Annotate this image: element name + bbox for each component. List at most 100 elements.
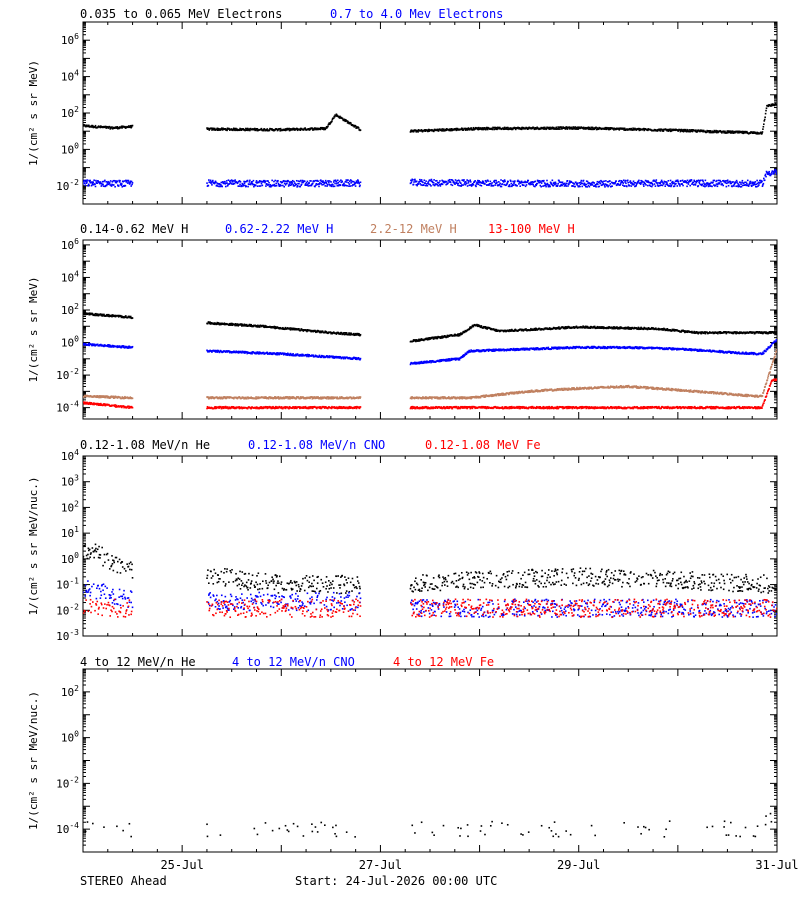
data-point bbox=[607, 180, 610, 183]
data-point bbox=[656, 184, 659, 186]
data-point bbox=[355, 356, 357, 359]
data-point bbox=[770, 105, 772, 107]
data-point bbox=[489, 182, 491, 185]
data-point bbox=[441, 128, 443, 130]
data-point bbox=[716, 331, 719, 334]
data-point bbox=[485, 126, 488, 129]
data-point bbox=[91, 181, 93, 183]
data-point bbox=[476, 127, 479, 129]
data-point bbox=[737, 130, 740, 133]
data-point bbox=[576, 128, 579, 130]
data-point bbox=[469, 327, 472, 330]
data-point bbox=[630, 328, 633, 330]
data-point bbox=[288, 354, 291, 357]
data-point bbox=[745, 184, 748, 187]
data-point bbox=[679, 185, 681, 187]
data-point bbox=[717, 179, 720, 182]
data-point bbox=[415, 340, 418, 342]
data-point bbox=[267, 180, 269, 182]
data-point bbox=[719, 331, 722, 333]
data-point bbox=[484, 349, 486, 351]
data-point bbox=[701, 184, 703, 187]
data-point bbox=[304, 184, 306, 186]
data-point bbox=[551, 179, 554, 182]
data-point bbox=[246, 351, 249, 353]
data-point bbox=[260, 180, 262, 183]
data-point bbox=[565, 185, 567, 187]
data-point bbox=[769, 174, 772, 177]
data-point bbox=[291, 182, 294, 184]
data-point bbox=[302, 353, 304, 356]
data-point bbox=[662, 181, 664, 184]
data-point bbox=[105, 180, 107, 183]
data-point bbox=[740, 130, 743, 133]
data-point bbox=[96, 314, 99, 316]
data-point bbox=[117, 314, 120, 317]
data-point bbox=[349, 333, 352, 336]
data-point bbox=[409, 182, 412, 185]
data-point bbox=[129, 183, 131, 185]
data-point bbox=[256, 351, 259, 353]
data-point bbox=[631, 129, 634, 131]
data-point bbox=[536, 179, 539, 182]
data-point bbox=[207, 322, 209, 325]
data-point bbox=[696, 180, 699, 182]
data-point bbox=[471, 184, 473, 187]
data-point bbox=[418, 340, 421, 342]
data-point bbox=[210, 323, 212, 325]
data-point bbox=[217, 183, 220, 185]
data-point bbox=[252, 179, 255, 182]
data-point bbox=[661, 327, 664, 330]
data-point bbox=[127, 316, 129, 319]
data-point bbox=[289, 353, 291, 356]
data-point bbox=[279, 184, 281, 186]
data-point bbox=[255, 128, 257, 131]
data-point bbox=[601, 184, 604, 186]
data-point bbox=[755, 183, 758, 186]
data-point bbox=[256, 185, 259, 188]
data-point bbox=[532, 126, 535, 129]
data-point bbox=[348, 185, 350, 187]
data-point bbox=[472, 325, 475, 328]
data-point bbox=[219, 183, 221, 186]
data-point bbox=[352, 357, 355, 360]
data-point bbox=[356, 358, 358, 361]
data-point bbox=[216, 351, 219, 353]
data-point bbox=[466, 185, 469, 187]
data-point bbox=[469, 128, 471, 131]
data-point bbox=[321, 183, 323, 186]
data-point bbox=[445, 129, 447, 132]
data-point bbox=[685, 130, 688, 133]
data-point bbox=[651, 326, 653, 329]
data-point bbox=[253, 127, 256, 130]
data-point bbox=[457, 359, 460, 361]
data-point bbox=[259, 180, 261, 183]
data-point bbox=[484, 325, 487, 328]
data-point bbox=[552, 327, 555, 330]
y-tick-label: 106 bbox=[61, 237, 79, 252]
data-point bbox=[473, 350, 476, 353]
data-point bbox=[744, 332, 746, 335]
data-point bbox=[418, 338, 420, 341]
data-point bbox=[321, 330, 324, 332]
data-point bbox=[84, 184, 87, 187]
data-point bbox=[91, 126, 94, 128]
data-point bbox=[474, 184, 477, 187]
data-point bbox=[765, 107, 768, 110]
data-point bbox=[335, 356, 338, 359]
data-point bbox=[131, 182, 134, 184]
data-point bbox=[218, 323, 221, 326]
data-point bbox=[318, 355, 320, 358]
data-point bbox=[320, 127, 323, 130]
data-point bbox=[767, 173, 770, 176]
data-point bbox=[291, 353, 294, 356]
data-point bbox=[651, 185, 653, 188]
data-point bbox=[253, 185, 255, 188]
data-point bbox=[622, 182, 625, 184]
data-point bbox=[411, 178, 414, 181]
data-point bbox=[570, 181, 573, 183]
data-point bbox=[88, 312, 91, 314]
data-point bbox=[477, 128, 480, 131]
data-point bbox=[496, 127, 499, 130]
data-point bbox=[649, 181, 651, 184]
